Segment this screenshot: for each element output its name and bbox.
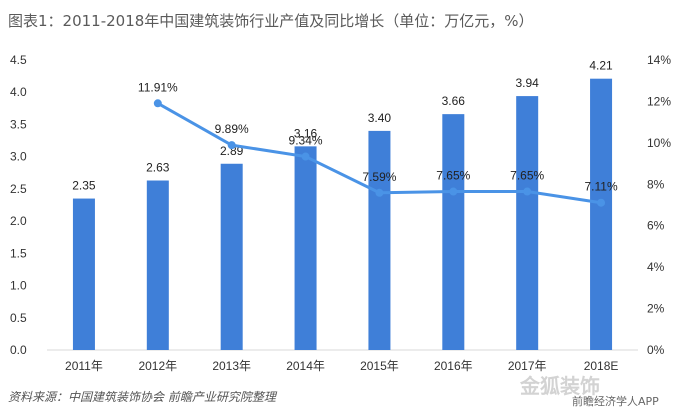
growth-value-label: 9.89% <box>215 122 249 136</box>
bar-3 <box>220 163 243 350</box>
y-tick-label: 2.0 <box>10 214 27 228</box>
growth-point <box>523 187 532 196</box>
y2-tick-label: 14% <box>647 53 671 67</box>
bar-7 <box>516 96 539 350</box>
x-tick-label: 2013年 <box>212 359 251 373</box>
y2-tick-label: 4% <box>647 260 665 274</box>
bar-4 <box>294 146 317 350</box>
x-tick-label: 2015年 <box>360 359 399 373</box>
x-tick-label: 2017年 <box>508 359 547 373</box>
x-tick-label: 2012年 <box>138 359 177 373</box>
y-tick-label: 4.0 <box>10 85 27 99</box>
bar-value-label: 2.63 <box>146 161 170 175</box>
growth-value-label: 7.11% <box>584 180 617 194</box>
bar-6 <box>442 114 465 350</box>
bar-value-label: 2.35 <box>72 179 96 193</box>
growth-value-label: 7.59% <box>362 170 396 184</box>
y-tick-label: 3.5 <box>10 117 27 131</box>
growth-point <box>301 152 310 161</box>
growth-point <box>227 141 236 150</box>
y2-tick-label: 6% <box>647 219 665 233</box>
bar-value-label: 3.40 <box>368 111 392 125</box>
y-tick-label: 4.5 <box>10 53 27 67</box>
y-tick-label: 0.5 <box>10 311 27 325</box>
bar-value-label: 4.21 <box>589 59 613 73</box>
y-tick-label: 1.0 <box>10 279 27 293</box>
bar-2 <box>146 180 169 350</box>
bar-5 <box>368 130 391 350</box>
bar-value-label: 3.16 <box>294 126 318 140</box>
x-tick-label: 2016年 <box>434 359 473 373</box>
brand-watermark: 金狐装饰 <box>520 374 600 398</box>
y-tick-label: 3.0 <box>10 150 27 164</box>
growth-value-label: 11.91% <box>138 80 178 94</box>
growth-value-label: 7.65% <box>510 169 544 183</box>
y-tick-label: 2.5 <box>10 182 27 196</box>
brand-label: 前瞻经济学人APP <box>572 395 659 408</box>
y2-tick-label: 2% <box>647 302 665 316</box>
bar-8 <box>590 78 613 350</box>
y2-tick-label: 12% <box>647 94 671 108</box>
growth-point <box>153 99 162 108</box>
x-tick-label: 2018E <box>584 359 619 373</box>
x-tick-label: 2011年 <box>65 359 103 373</box>
y-tick-label: 0.0 <box>10 343 27 357</box>
source-note: 资料来源：中国建筑装饰协会 前瞻产业研究院整理 <box>8 390 276 404</box>
growth-value-label: 9.34% <box>289 134 323 148</box>
growth-value-label: 7.65% <box>436 169 470 183</box>
x-tick-label: 2014年 <box>286 359 325 373</box>
y2-tick-label: 0% <box>647 343 665 357</box>
y-tick-label: 1.5 <box>10 246 27 260</box>
y2-tick-label: 10% <box>647 136 671 150</box>
growth-point <box>449 187 458 196</box>
bar-value-label: 3.66 <box>442 94 466 108</box>
growth-point <box>375 188 384 197</box>
growth-point <box>597 198 606 207</box>
chart-title: 图表1：2011-2018年中国建筑装饰行业产值及同比增长（单位：万亿元，%） <box>8 12 534 30</box>
bar-1 <box>72 198 95 350</box>
bar-value-label: 3.94 <box>516 76 540 90</box>
y2-tick-label: 8% <box>647 177 665 191</box>
